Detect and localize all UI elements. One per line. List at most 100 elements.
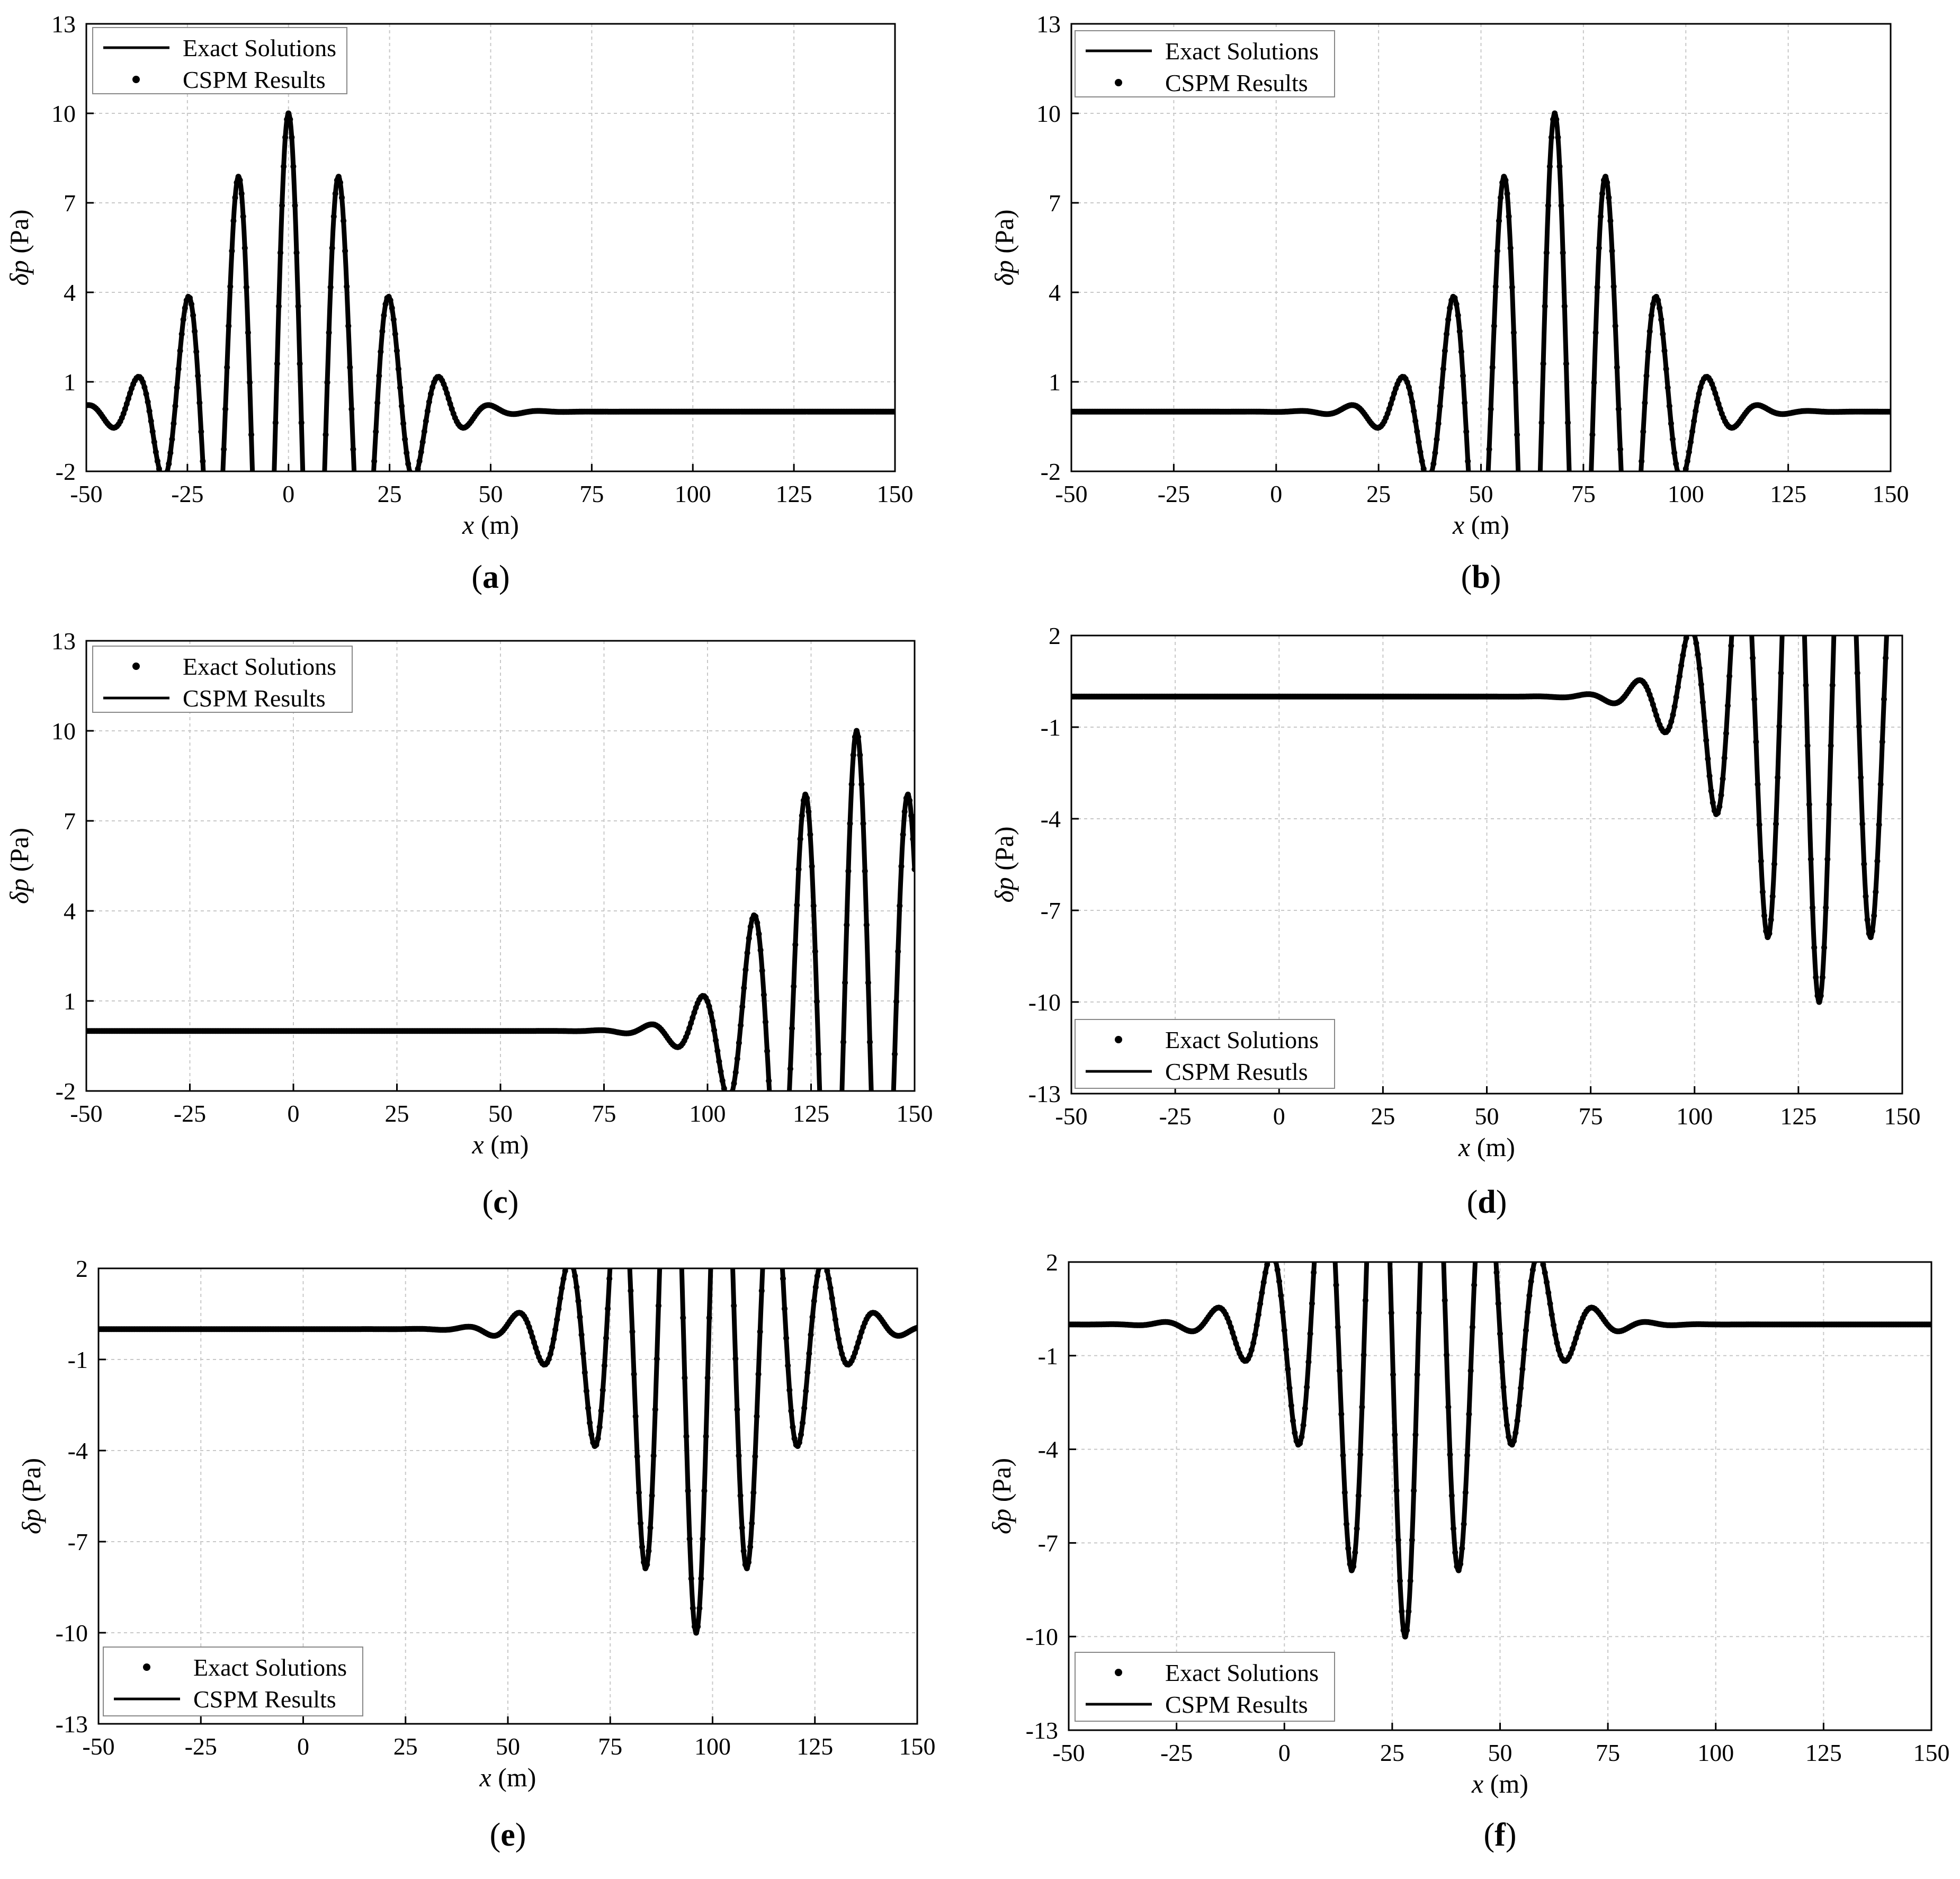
data-point xyxy=(1693,408,1699,414)
data-point xyxy=(247,379,253,386)
y-tick-label: -1 xyxy=(68,1346,88,1373)
data-point xyxy=(1323,1139,1329,1145)
data-point xyxy=(230,218,237,224)
data-point xyxy=(182,305,188,311)
data-point xyxy=(205,539,211,545)
legend-dot-icon xyxy=(132,76,140,83)
data-point xyxy=(1646,328,1653,335)
data-point xyxy=(1463,428,1470,435)
data-point xyxy=(760,1250,766,1256)
chart-panel-4: -50 -25 0 25 50 75 100 125 150-13-10-7-4-12x (m)… xyxy=(989,418,1921,1220)
y-axis-var: δp xyxy=(989,877,1019,902)
data-point xyxy=(414,472,419,478)
data-point xyxy=(213,577,219,583)
data-point xyxy=(354,516,360,522)
data-point xyxy=(195,373,201,379)
data-point xyxy=(624,1217,630,1223)
data-point xyxy=(1664,384,1671,391)
data-point xyxy=(287,117,293,122)
data-point xyxy=(1458,348,1464,355)
data-point xyxy=(889,1155,894,1160)
data-point xyxy=(282,134,289,140)
plot-area xyxy=(1069,1028,1931,1640)
data-point xyxy=(1583,621,1589,627)
data-point xyxy=(154,458,160,464)
data-point xyxy=(1558,202,1564,209)
x-tick-label: -50 xyxy=(70,480,102,507)
y-tick-label: -4 xyxy=(1038,1436,1058,1463)
data-point xyxy=(1676,474,1682,480)
data-point xyxy=(400,420,407,427)
data-point xyxy=(1886,584,1892,589)
data-point xyxy=(393,347,400,354)
data-point xyxy=(1846,443,1852,449)
data-point xyxy=(1573,656,1579,662)
data-point xyxy=(1621,516,1626,522)
y-tick-label: -2 xyxy=(56,458,76,485)
data-point xyxy=(1840,418,1846,424)
data-point xyxy=(1489,364,1496,371)
caption-paren: ( xyxy=(490,1817,501,1853)
y-tick-label: -13 xyxy=(1028,1080,1061,1107)
x-tick-label: 0 xyxy=(1278,1739,1291,1766)
x-tick-label: 150 xyxy=(897,1100,933,1127)
data-point xyxy=(875,1277,881,1283)
x-axis-unit: (m) xyxy=(474,510,519,540)
data-point xyxy=(1788,420,1794,426)
data-point xyxy=(832,1277,838,1283)
caption-paren: ) xyxy=(515,1817,526,1853)
data-point xyxy=(1316,1185,1322,1191)
data-point xyxy=(1615,406,1622,412)
data-point xyxy=(1730,613,1735,619)
y-tick-label: 4 xyxy=(64,279,76,306)
y-axis-label: δp (Pa) xyxy=(4,828,34,904)
data-point xyxy=(408,474,414,480)
data-point xyxy=(1542,303,1548,309)
data-point xyxy=(123,401,130,407)
data-point xyxy=(779,1197,785,1203)
data-point xyxy=(1747,584,1752,589)
data-point xyxy=(298,419,305,426)
x-tick-label: 50 xyxy=(488,1100,513,1127)
data-point xyxy=(882,1297,888,1303)
data-point xyxy=(1553,117,1560,122)
data-point xyxy=(319,535,325,541)
data-point xyxy=(1376,1028,1382,1034)
y-tick-label: -2 xyxy=(56,1078,76,1105)
data-point xyxy=(445,396,452,402)
data-point xyxy=(216,543,222,549)
data-point xyxy=(778,1246,784,1252)
x-tick-label: 100 xyxy=(1668,480,1704,507)
data-point xyxy=(1884,617,1890,623)
data-point xyxy=(1327,1159,1332,1165)
data-point xyxy=(1798,516,1804,522)
y-tick-label: 13 xyxy=(1036,11,1061,38)
data-point xyxy=(1561,303,1568,309)
data-point xyxy=(1673,461,1679,467)
data-point xyxy=(156,466,162,471)
data-point xyxy=(270,533,275,539)
data-point xyxy=(316,621,322,627)
data-point xyxy=(158,472,164,478)
data-point xyxy=(1462,400,1468,406)
data-point xyxy=(890,1104,896,1110)
data-point xyxy=(1560,249,1566,256)
data-point xyxy=(1409,399,1416,405)
data-point xyxy=(1516,484,1522,490)
x-tick-label: -25 xyxy=(1158,480,1190,507)
data-point xyxy=(728,1094,733,1099)
data-point xyxy=(1549,134,1554,140)
data-point xyxy=(1795,441,1801,446)
x-tick-label: 75 xyxy=(1579,1103,1603,1130)
data-point xyxy=(662,1110,668,1116)
data-point xyxy=(883,1274,889,1280)
data-point xyxy=(302,533,308,539)
data-point xyxy=(159,475,165,481)
data-point xyxy=(224,364,230,371)
data-point xyxy=(621,1169,627,1175)
x-tick-label: 0 xyxy=(1273,1103,1285,1130)
data-point xyxy=(1838,441,1843,446)
data-point xyxy=(839,1098,845,1104)
data-point xyxy=(1632,559,1638,565)
data-point xyxy=(1690,627,1696,633)
